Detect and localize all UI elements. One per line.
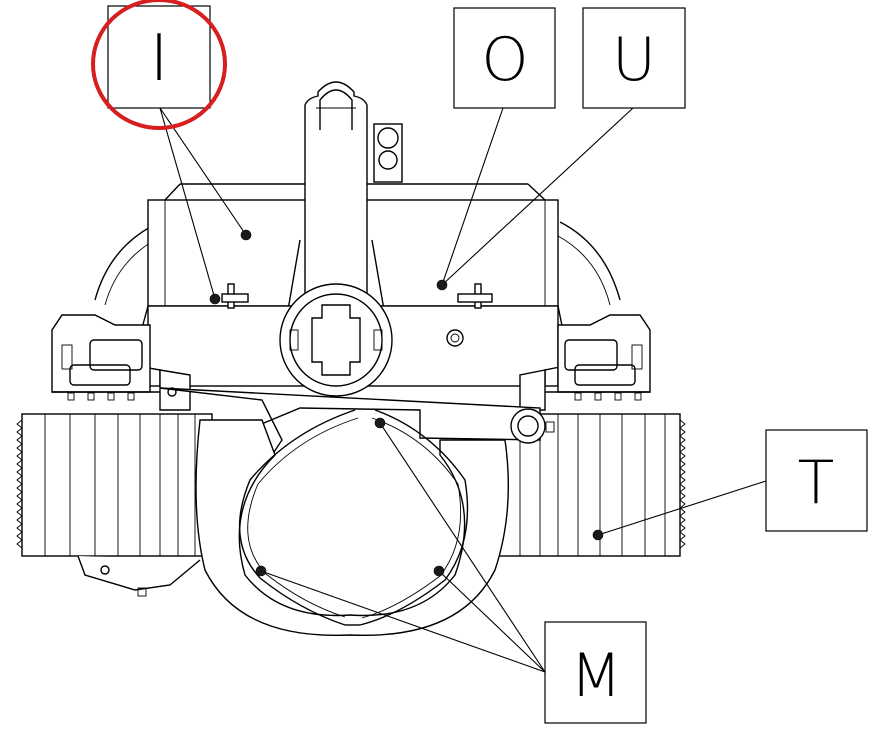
callout-dot-t: [592, 529, 604, 541]
callout-label-o: O: [481, 25, 528, 95]
leader-lines: [159, 107, 767, 673]
callout-dot-ou: [436, 279, 448, 291]
callout-dots: [209, 229, 604, 577]
left-jaw: [238, 409, 356, 626]
right-jaw: [359, 409, 469, 626]
machine-drawing: [16, 81, 686, 637]
callout-m: M: [544, 621, 647, 724]
callout-i: I: [91, 0, 227, 130]
callout-label-m: M: [570, 641, 622, 711]
pivot-ring: [279, 283, 393, 397]
callout-dot-i-1: [240, 229, 252, 241]
right-side-module: [519, 314, 651, 411]
red-highlight-circle: [91, 0, 227, 130]
callout-label-u: U: [612, 25, 656, 95]
central-arm: [304, 81, 368, 307]
top-bracket: [373, 123, 403, 183]
callout-label-i: I: [150, 22, 169, 96]
callout-dot-m-2: [255, 565, 267, 577]
right-rear-arc: [559, 221, 621, 301]
callout-dot-i-2: [209, 293, 221, 305]
callout-dot-m-3: [433, 565, 445, 577]
callout-o: O: [453, 7, 556, 109]
callout-u: U: [582, 7, 686, 109]
callout-t: T: [765, 429, 868, 532]
left-drum: [16, 413, 213, 557]
housing-pins: [221, 283, 493, 347]
callout-dot-m-1: [374, 417, 386, 429]
lower-yoke: [195, 419, 510, 637]
callout-label-t: T: [798, 448, 835, 518]
lower-bracket: [77, 555, 201, 591]
